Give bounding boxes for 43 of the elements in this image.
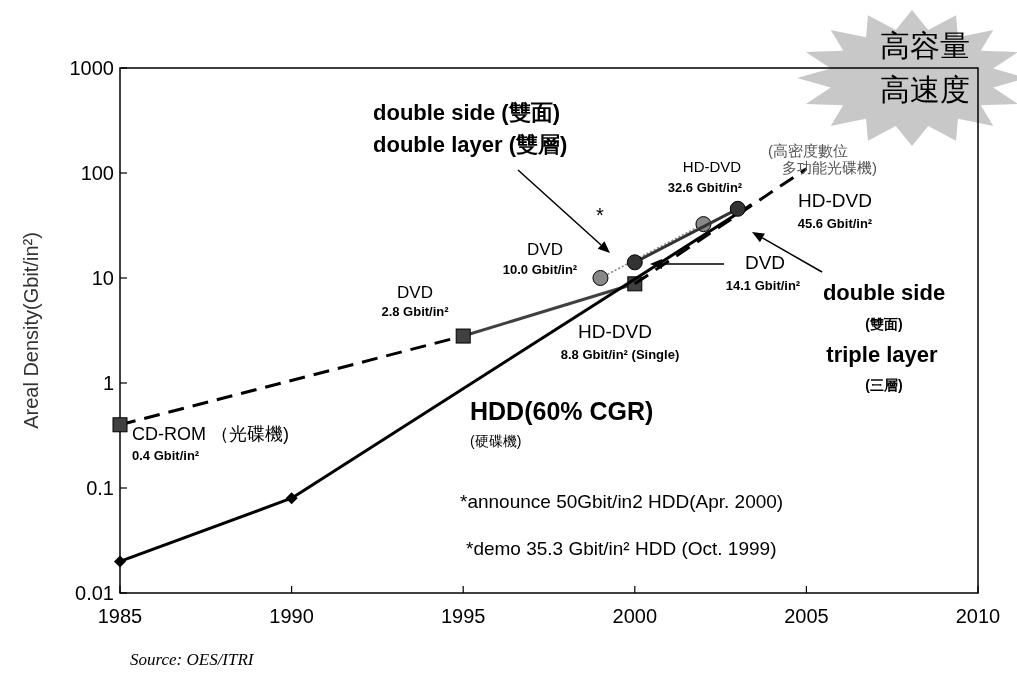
annotation: 高速度 — [880, 73, 970, 106]
x-tick-label: 1985 — [97, 605, 143, 627]
annotation: DVD — [397, 283, 433, 302]
y-tick-label: 100 — [80, 162, 114, 184]
annotation: (硬碟機) — [470, 433, 522, 449]
x-tick-label: 1995 — [440, 605, 486, 627]
x-tick-label: 2010 — [955, 605, 1001, 627]
annotation: 8.8 Gbit/in² (Single) — [560, 347, 680, 362]
x-tick-label: 2005 — [784, 605, 829, 627]
annotation: *announce 50Gbit/in2 HDD(Apr. 2000) — [460, 491, 784, 512]
annotation: CD-ROM （光碟機) — [132, 424, 289, 444]
annotation: DVD — [744, 252, 786, 273]
annotation: HD-DVD — [578, 321, 652, 342]
y-tick-label: 0.01 — [75, 582, 114, 604]
y-axis-title: Areal Density(Gbit/in²) — [20, 232, 42, 429]
annotation: (高密度數位 — [768, 142, 848, 159]
source-note: Source: OES/ITRI — [130, 650, 255, 669]
annotation: (三層) — [865, 377, 903, 393]
annotation: 0.4 Gbit/in² — [132, 448, 200, 463]
annotation: triple layer — [826, 342, 939, 367]
x-tick-label: 2000 — [612, 605, 658, 627]
text: 高容量 — [880, 29, 970, 62]
annotation: * — [596, 204, 605, 226]
y-tick-label: 10 — [91, 267, 114, 289]
annotation: double side (雙面) — [373, 100, 560, 125]
y-tick-label: 1 — [102, 372, 114, 394]
annotation: 10.0 Gbit/in² — [502, 262, 578, 277]
y-tick-label: 0.1 — [86, 477, 114, 499]
annotation: 14.1 Gbit/in² — [725, 278, 801, 293]
annotation: *demo 35.3 Gbit/in² HDD (Oct. 1999) — [466, 538, 777, 559]
annotation: HDD(60% CGR) — [470, 397, 654, 425]
x-tick-label: 1990 — [269, 605, 314, 627]
annotation: 多功能光碟機) — [782, 159, 877, 176]
annotation: 32.6 Gbit/in² — [667, 180, 743, 195]
annotation: HD-DVD — [682, 158, 742, 175]
annotation: 45.6 Gbit/in² — [797, 216, 873, 231]
annotation: 2.8 Gbit/in² — [381, 304, 450, 319]
annotation: double side — [822, 280, 946, 305]
annotation: (雙面) — [865, 316, 903, 332]
y-tick-label: 1000 — [69, 57, 114, 79]
annotation: DVD — [527, 240, 563, 259]
annotation: HD-DVD — [798, 190, 872, 211]
annotation: double layer (雙層) — [373, 132, 568, 157]
